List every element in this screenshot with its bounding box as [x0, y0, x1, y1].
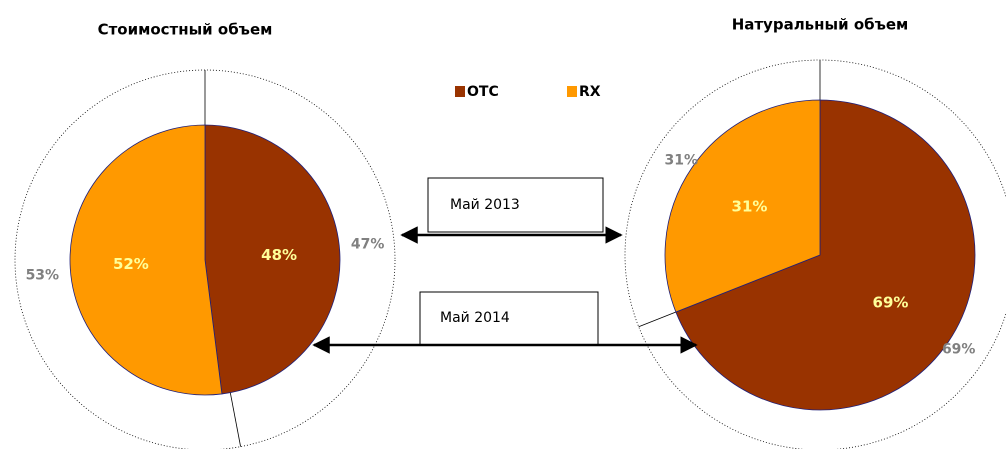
outer-label: 31%: [665, 153, 699, 169]
charts: OTC RX Стоимостный объем 47% 53% 48% 52% Натура…: [14, 16, 1006, 449]
inner-label: 48%: [261, 246, 297, 264]
inner-label: 69%: [873, 293, 909, 311]
inner-label: 52%: [113, 255, 149, 273]
legend-label: RX: [579, 84, 601, 100]
annotation: Май 2013: [450, 197, 520, 213]
inner-slice: [69, 124, 223, 396]
legend-swatch: [455, 86, 465, 97]
outer-label: 47%: [351, 237, 385, 253]
inner-label: 31%: [732, 198, 768, 216]
legend-swatch: [567, 86, 577, 97]
annotation: Май 2014: [440, 310, 510, 326]
inner-slice: [675, 99, 976, 411]
annotation-box: [419, 291, 599, 346]
outer-label: 69%: [942, 341, 976, 357]
legend-label: OTC: [467, 84, 499, 100]
chart-title: Стоимостный объем: [98, 21, 273, 39]
chart-title: Натуральный объем: [732, 16, 909, 34]
inner-slice: [204, 124, 341, 395]
outer-label: 53%: [26, 267, 60, 283]
inner-slice: [664, 99, 821, 313]
